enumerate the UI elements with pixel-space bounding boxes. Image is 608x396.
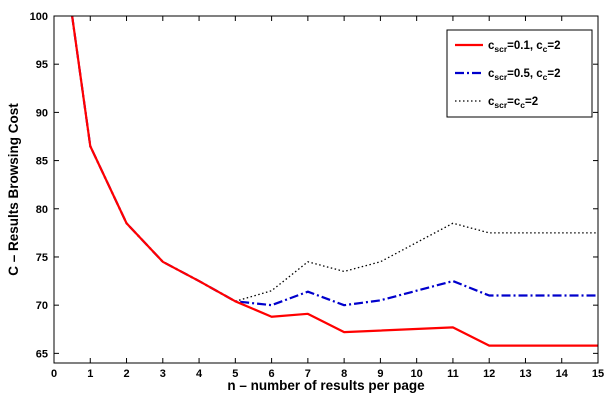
- y-tick-label: 65: [36, 348, 48, 360]
- x-tick-label: 3: [160, 368, 166, 380]
- x-tick-label: 6: [269, 368, 275, 380]
- y-tick-label: 100: [30, 11, 48, 23]
- y-tick-label: 80: [36, 204, 48, 216]
- x-tick-label: 5: [232, 368, 238, 380]
- x-tick-label: 2: [123, 368, 129, 380]
- x-tick-label: 8: [341, 368, 347, 380]
- x-tick-label: 15: [592, 368, 604, 380]
- x-axis-title: n – number of results per page: [227, 378, 425, 393]
- legend-label-3: cscr=cc=2: [488, 96, 538, 110]
- x-tick-label: 7: [305, 368, 311, 380]
- x-axis-ticks: 0 1 2 3 4 5 6 7 8 9 10 11 12 13 14 15: [51, 16, 604, 380]
- x-tick-label: 11: [447, 368, 459, 380]
- x-tick-label: 0: [51, 368, 57, 380]
- y-tick-label: 85: [36, 156, 48, 168]
- legend: cscr=0.1, cc=2 cscr=0.5, cc=2 cscr=cc=2: [446, 29, 593, 118]
- y-tick-label: 90: [36, 107, 48, 119]
- x-tick-label: 1: [87, 368, 93, 380]
- y-axis-ticks: 65 70 75 80 85 90 95 100: [30, 11, 598, 360]
- y-tick-label: 75: [36, 252, 48, 264]
- y-tick-label: 95: [36, 59, 48, 71]
- legend-label-1: cscr=0.1, cc=2: [488, 40, 561, 54]
- legend-label-2: cscr=0.5, cc=2: [488, 68, 561, 82]
- x-tick-label: 13: [519, 368, 531, 380]
- x-tick-label: 12: [483, 368, 495, 380]
- series-line-1: [71, 16, 598, 347]
- series-layer: [71, 16, 598, 347]
- x-tick-label: 9: [377, 368, 383, 380]
- y-axis-title: C – Results Browsing Cost: [6, 103, 21, 276]
- plot-frame: [53, 15, 599, 364]
- x-tick-label: 14: [556, 368, 569, 380]
- x-tick-label: 4: [196, 368, 203, 380]
- x-tick-label: 10: [411, 368, 423, 380]
- y-tick-label: 70: [36, 300, 48, 312]
